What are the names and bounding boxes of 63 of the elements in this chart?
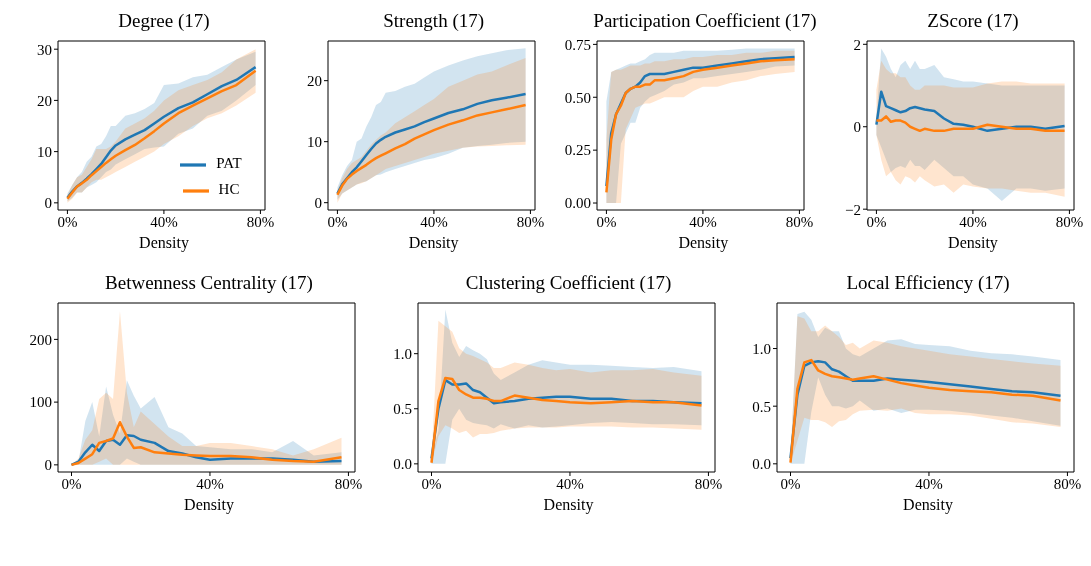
x-axis-title: Density bbox=[947, 234, 999, 254]
x-tick-label: 80% bbox=[1055, 213, 1084, 230]
x-tick-label: 40% bbox=[959, 213, 987, 230]
x-tick-label: 80% bbox=[334, 475, 363, 492]
y-tick-label: −2 bbox=[845, 201, 861, 218]
y-tick-label: 20 bbox=[306, 72, 322, 89]
x-tick-label: 80% bbox=[1053, 475, 1082, 492]
chart-title: Local Efficiency (17) bbox=[845, 271, 1011, 295]
x-tick-label: 0% bbox=[61, 475, 82, 492]
x-tick-label: 0% bbox=[866, 213, 887, 230]
x-tick-label: 40% bbox=[555, 475, 584, 492]
line-series bbox=[875, 115, 1066, 133]
chart-title: Degree (17) bbox=[117, 9, 211, 33]
x-axis-title: Density bbox=[407, 234, 460, 254]
y-tick-label: 10 bbox=[37, 143, 52, 160]
x-tick-label: 80% bbox=[694, 475, 722, 492]
y-tick-label: 0.5 bbox=[752, 398, 771, 415]
x-tick-label: 80% bbox=[516, 213, 544, 230]
x-tick-label: 0% bbox=[596, 213, 617, 230]
y-tick-label: 0.75 bbox=[565, 36, 592, 53]
y-tick-label: 0.0 bbox=[392, 456, 412, 473]
y-tick-label: 0.25 bbox=[565, 142, 592, 159]
y-tick-label: 0 bbox=[44, 457, 52, 474]
y-tick-label: 100 bbox=[29, 394, 52, 411]
y-tick-label: 0.00 bbox=[565, 195, 592, 212]
y-tick-label: 2 bbox=[853, 36, 861, 53]
y-tick-label: 200 bbox=[29, 331, 52, 348]
line-series bbox=[70, 420, 343, 467]
y-tick-label: 30 bbox=[37, 41, 52, 58]
y-tick-label: 10 bbox=[306, 133, 322, 150]
y-tick-label: 1.0 bbox=[752, 340, 771, 357]
x-tick-label: 0% bbox=[780, 475, 801, 492]
chart-title: Strength (17) bbox=[382, 9, 486, 33]
x-tick-label: 40% bbox=[196, 475, 224, 492]
x-tick-label: 0% bbox=[327, 213, 348, 230]
legend-label: HC bbox=[218, 181, 240, 198]
x-tick-label: 80% bbox=[246, 213, 275, 230]
y-tick-label: 0.50 bbox=[565, 89, 592, 106]
x-axis-title: Density bbox=[542, 496, 595, 516]
y-tick-label: 1.0 bbox=[392, 346, 412, 362]
x-tick-label: 40% bbox=[419, 213, 448, 230]
y-tick-label: 0.5 bbox=[392, 401, 412, 418]
y-tick-label: 0.0 bbox=[752, 456, 771, 473]
chart-title: Participation Coefficient (17) bbox=[592, 9, 817, 33]
chart-title: Betwenness Centrality (17) bbox=[104, 271, 314, 295]
x-axis-title: Density bbox=[183, 496, 235, 516]
y-tick-label: 0 bbox=[853, 119, 861, 136]
y-tick-label: 0 bbox=[314, 195, 322, 211]
x-tick-label: 40% bbox=[150, 213, 178, 230]
x-tick-label: 0% bbox=[421, 475, 441, 492]
x-axis-title: Density bbox=[138, 234, 190, 254]
x-tick-label: 40% bbox=[689, 213, 717, 230]
x-axis-title: Density bbox=[902, 496, 954, 516]
y-tick-label: 0 bbox=[44, 195, 52, 212]
chart-title: ZScore (17) bbox=[926, 9, 1020, 33]
y-tick-label: 20 bbox=[37, 92, 52, 109]
legend-label: PAT bbox=[216, 155, 242, 172]
x-axis-title: Density bbox=[677, 234, 730, 254]
x-tick-label: 40% bbox=[915, 475, 943, 492]
x-tick-label: 80% bbox=[785, 213, 814, 230]
chart-title: Clustering Coefficient (17) bbox=[464, 271, 673, 295]
x-tick-label: 0% bbox=[57, 213, 78, 230]
line-series bbox=[875, 90, 1066, 133]
